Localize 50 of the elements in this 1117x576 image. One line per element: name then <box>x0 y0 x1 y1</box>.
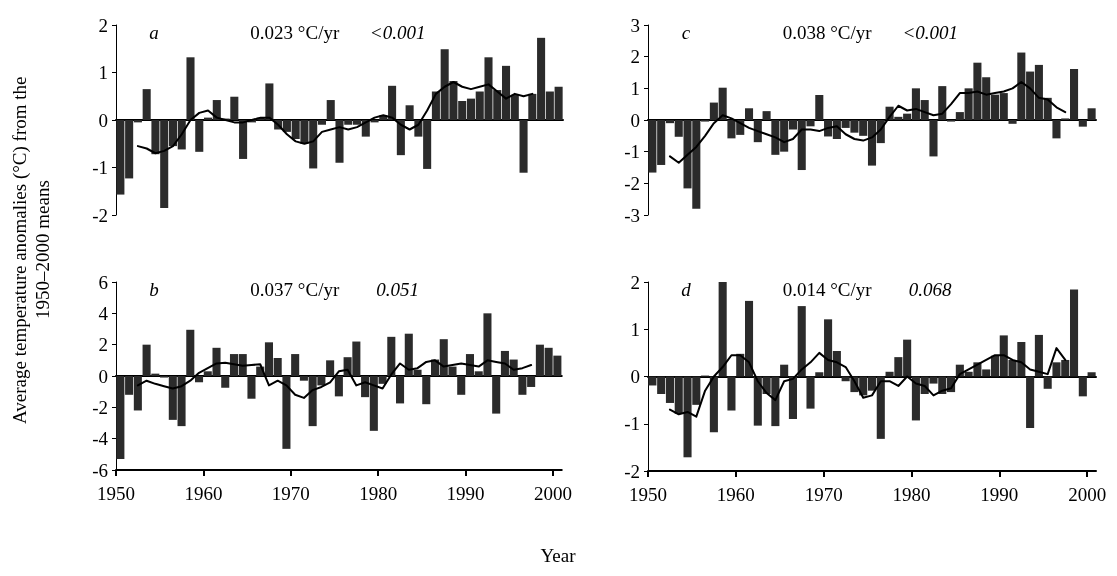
x-tick-label: 2000 <box>1068 484 1107 505</box>
x-tick-label: 1980 <box>359 483 398 504</box>
y-tick-label: 0 <box>630 109 640 131</box>
y-tick-label: -1 <box>624 413 640 435</box>
x-tick-label: 1970 <box>804 484 843 505</box>
x-tick-label: 1990 <box>980 484 1019 505</box>
x-tick-label: 2000 <box>534 483 572 504</box>
y-tick-label: 3 <box>630 14 640 36</box>
y-tick-label: 0 <box>98 365 108 387</box>
x-axis-title: Year <box>539 545 577 567</box>
annotation: d <box>681 279 692 300</box>
x-tick-label: 1980 <box>892 484 931 505</box>
annotation: 0.068 <box>908 279 953 300</box>
y-tick-label: 1 <box>630 318 640 340</box>
annotation: 0.037 °C/yr <box>250 279 340 300</box>
y-tick-label: 0 <box>630 366 640 387</box>
x-tick-label: 1960 <box>716 484 755 505</box>
y-tick-label: 6 <box>98 271 108 293</box>
annotation: b <box>149 279 159 300</box>
x-tick-label: 1960 <box>184 483 223 504</box>
y-tick-label: -4 <box>92 428 109 450</box>
y-tick-label: 2 <box>630 46 640 68</box>
y-tick-label: -2 <box>624 460 640 482</box>
y-tick-label: 4 <box>98 302 109 324</box>
x-tick-label: 1950 <box>629 484 667 505</box>
y-tick-label: -6 <box>92 459 108 481</box>
y-tick-label: 1 <box>98 62 108 83</box>
x-tick-label: 1990 <box>446 483 485 504</box>
y-tick-label: -2 <box>92 396 108 418</box>
y-tick-label: 2 <box>98 334 108 356</box>
y-axis-title: Average temperature anomalies (°C) from the 1950–2000 means <box>8 75 54 426</box>
x-tick-label: 1950 <box>97 483 135 504</box>
annotation: 0.051 <box>376 279 419 300</box>
annotation: c <box>681 22 691 43</box>
x-tick-label: 1970 <box>271 483 310 504</box>
y-tick-label: 1 <box>630 77 640 99</box>
y-tick-label: -2 <box>624 172 640 194</box>
y-tick-label: 2 <box>98 14 108 36</box>
y-tick-label: -3 <box>624 204 640 226</box>
y-tick-label: -1 <box>624 141 640 163</box>
y-tick-label: -2 <box>92 204 108 226</box>
y-tick-label: -1 <box>92 157 108 178</box>
annotation: a <box>149 22 159 43</box>
y-tick-label: 0 <box>98 109 108 131</box>
annotation: <0.001 <box>902 22 959 43</box>
annotation: 0.023 °C/yr <box>250 22 340 43</box>
annotation: 0.038 °C/yr <box>782 22 873 43</box>
annotation: <0.001 <box>369 22 426 43</box>
annotation: 0.014 °C/yr <box>782 279 873 300</box>
y-tick-label: 2 <box>630 271 640 293</box>
